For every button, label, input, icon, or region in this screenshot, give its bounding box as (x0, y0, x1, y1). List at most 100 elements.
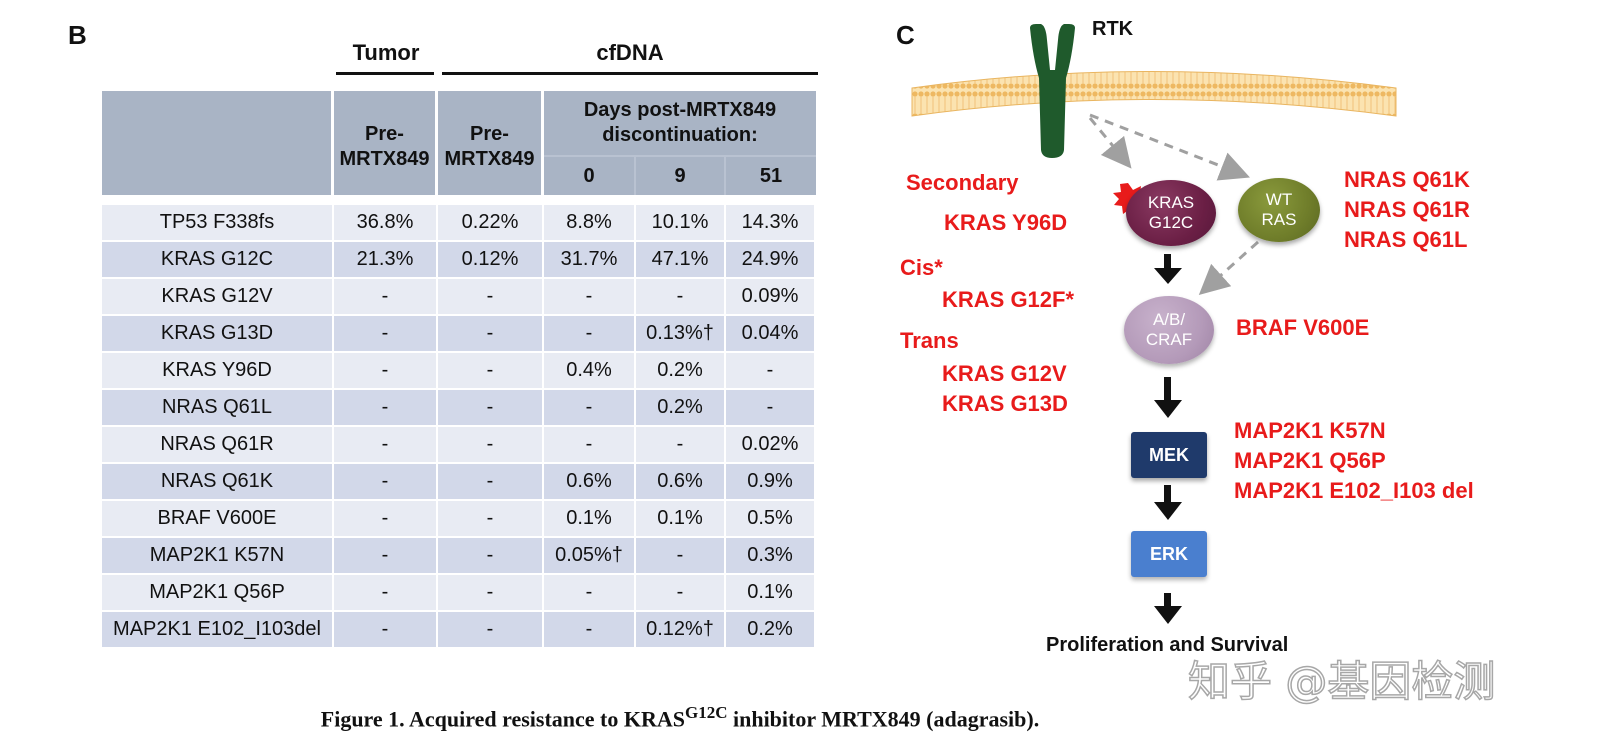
map2k1-mutation: MAP2K1 E102_I103 del (1234, 478, 1474, 503)
value-cell: - (636, 277, 726, 314)
value-cell: 0.5% (726, 499, 816, 536)
table-row: BRAF V600E - -0.1% 0.1% 0.5% (102, 499, 816, 536)
value-cell: - (438, 462, 544, 499)
value-cell: 0.1% (726, 573, 816, 610)
map2k1-mutation: MAP2K1 Q56P (1234, 448, 1386, 473)
wt-ras-node-label: WT RAS (1261, 190, 1297, 229)
value-cell: 0.1% (544, 499, 636, 536)
value-cell: - (636, 536, 726, 573)
outcome-label: Proliferation and Survival (1046, 634, 1289, 656)
gene-cell: NRAS Q61K (102, 462, 334, 499)
header-gene-blank (102, 91, 334, 195)
table-row: KRAS Y96D - -0.4% 0.2% - (102, 351, 816, 388)
value-cell: - (438, 314, 544, 351)
cell-membrane (911, 71, 1397, 117)
value-cell: 21.3% (334, 240, 438, 277)
table-row: NRAS Q61R - - - -0.02% (102, 425, 816, 462)
value-cell: - (544, 573, 636, 610)
map2k1-mutation: MAP2K1 K57N (1234, 418, 1386, 443)
trans-label: Trans (900, 328, 959, 353)
value-cell: 0.3% (726, 536, 816, 573)
nras-mutation: NRAS Q61L (1344, 227, 1468, 252)
value-cell: - (334, 425, 438, 462)
gene-cell: KRAS G12C (102, 240, 334, 277)
value-cell: - (438, 277, 544, 314)
gene-cell: NRAS Q61L (102, 388, 334, 425)
value-cell: - (334, 573, 438, 610)
value-cell: - (334, 388, 438, 425)
value-cell: - (334, 610, 438, 647)
table-row: MAP2K1 E102_I103del - - -0.12%† 0.2% (102, 610, 816, 647)
table-row: TP53 F338fs 36.8% 0.22% 8.8% 10.1% 14.3% (102, 203, 816, 240)
rtk-label: RTK (1092, 18, 1134, 40)
figure-caption: Figure 1. Acquired resistance to KRASG12… (0, 703, 1360, 732)
gene-cell: KRAS Y96D (102, 351, 334, 388)
header-day-51: 51 (726, 155, 816, 195)
mek-box-label: MEK (1149, 444, 1189, 465)
rtk-to-wtras-arrow (1089, 113, 1250, 181)
value-cell: - (726, 351, 816, 388)
mek-to-erk-arrow (1154, 485, 1182, 520)
cis-mutation: KRAS G12F* (942, 287, 1075, 312)
raf-node-label: A/B/ CRAF (1145, 310, 1193, 349)
value-cell: 0.2% (636, 351, 726, 388)
table-subheader-row: 0 9 51 (102, 155, 816, 195)
kras-to-raf-arrow (1154, 254, 1182, 284)
header-day-9: 9 (636, 155, 726, 195)
cis-label: Cis* (900, 255, 943, 280)
value-cell: 31.7% (544, 240, 636, 277)
value-cell: 0.6% (544, 462, 636, 499)
raf-node: A/B/ CRAF (1124, 296, 1214, 364)
tumor-group-label: Tumor (352, 40, 420, 65)
tumor-group-rule (336, 72, 434, 75)
rtk-receptor-icon (1030, 24, 1075, 158)
value-cell: - (726, 388, 816, 425)
value-cell: 0.09% (726, 277, 816, 314)
value-cell: 47.1% (636, 240, 726, 277)
braf-mutation: BRAF V600E (1236, 315, 1370, 340)
value-cell: - (438, 351, 544, 388)
cfdna-group-rule (442, 72, 818, 75)
value-cell: - (544, 277, 636, 314)
table-row: NRAS Q61L - - -0.2% - (102, 388, 816, 425)
caption-superscript: G12C (684, 703, 728, 722)
value-cell: - (438, 573, 544, 610)
wtras-to-raf-arrow (1198, 240, 1260, 296)
header-day-0: 0 (544, 155, 636, 195)
mutation-table: Pre- MRTX849 Pre- MRTX849 Days post-MRTX… (102, 91, 816, 647)
nras-mutation: NRAS Q61R (1344, 197, 1470, 222)
value-cell: - (636, 425, 726, 462)
value-cell: - (438, 425, 544, 462)
gene-cell: TP53 F338fs (102, 203, 334, 240)
value-cell: - (334, 536, 438, 573)
nras-mutation: NRAS Q61K (1344, 167, 1470, 192)
gene-cell: MAP2K1 E102_I103del (102, 610, 334, 647)
value-cell: - (438, 536, 544, 573)
value-cell: 24.9% (726, 240, 816, 277)
value-cell: 0.2% (636, 388, 726, 425)
header-tumor-pre: Pre- MRTX849 (334, 91, 438, 195)
table-header-row: Pre- MRTX849 Pre- MRTX849 Days post-MRTX… (102, 91, 816, 195)
table-row: MAP2K1 Q56P - - - -0.1% (102, 573, 816, 610)
mek-box: MEK (1131, 432, 1207, 478)
kras-g12c-node: KRAS G12C (1126, 180, 1216, 246)
table-row: KRAS G13D - - -0.13%† 0.04% (102, 314, 816, 351)
gene-cell: NRAS Q61R (102, 425, 334, 462)
value-cell: 0.6% (636, 462, 726, 499)
value-cell: - (544, 314, 636, 351)
erk-box-label: ERK (1149, 543, 1188, 564)
rtk-to-kras-arrow (1088, 117, 1132, 169)
gene-cell: MAP2K1 K57N (102, 536, 334, 573)
value-cell: 0.2% (726, 610, 816, 647)
value-cell: - (636, 573, 726, 610)
table-row: MAP2K1 K57N - -0.05%† -0.3% (102, 536, 816, 573)
value-cell: 0.13%† (636, 314, 726, 351)
wt-ras-node: WT RAS (1238, 178, 1320, 242)
value-cell: - (544, 388, 636, 425)
panel-b-letter: B (68, 20, 87, 50)
gene-cell: MAP2K1 Q56P (102, 573, 334, 610)
panel-c-letter: C (896, 20, 915, 50)
value-cell: 0.9% (726, 462, 816, 499)
value-cell: - (438, 610, 544, 647)
value-cell: 0.05%† (544, 536, 636, 573)
